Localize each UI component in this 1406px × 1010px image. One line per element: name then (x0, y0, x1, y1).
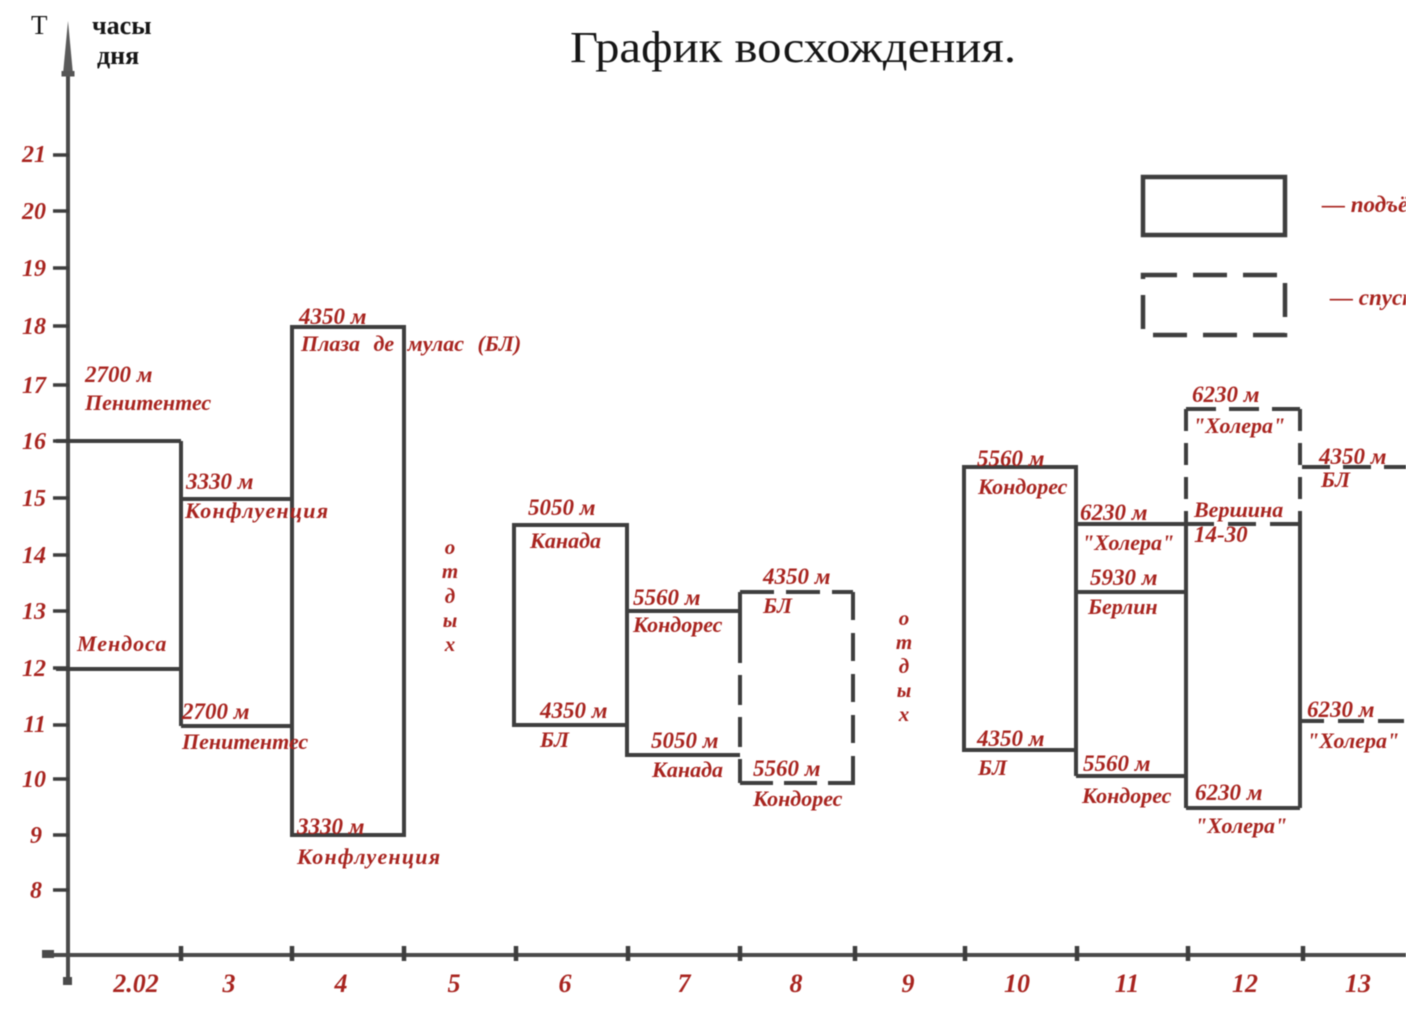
svg-text:18: 18 (22, 314, 46, 340)
svg-text:Пенитентес: Пенитентес (84, 390, 211, 415)
svg-text:13: 13 (1345, 969, 1371, 998)
svg-text:х: х (444, 632, 456, 656)
svg-text:9: 9 (30, 823, 42, 849)
svg-text:21: 21 (21, 142, 46, 168)
svg-text:14-30: 14-30 (1194, 522, 1248, 547)
svg-text:"Холера": "Холера" (1195, 813, 1287, 838)
svg-text:БЛ: БЛ (539, 727, 570, 752)
svg-text:Кондорес: Кондорес (977, 474, 1068, 499)
svg-text:5050 м: 5050 м (528, 495, 596, 520)
svg-text:5560 м: 5560 м (633, 585, 701, 610)
svg-text:5560 м: 5560 м (1083, 751, 1151, 776)
svg-text:о: о (899, 606, 910, 630)
svg-text:6230 м: 6230 м (1307, 697, 1375, 722)
svg-text:4350 м: 4350 м (762, 564, 831, 589)
svg-text:8: 8 (30, 878, 42, 904)
svg-text:3: 3 (222, 969, 236, 998)
svg-text:6: 6 (559, 969, 572, 998)
svg-text:т: т (442, 559, 458, 583)
svg-text:2700 м: 2700 м (84, 362, 153, 387)
svg-text:2.02: 2.02 (112, 969, 159, 998)
svg-text:11: 11 (1115, 969, 1140, 998)
svg-text:4350 м: 4350 м (976, 726, 1045, 751)
svg-text:д: д (899, 654, 909, 678)
svg-text:Кондорес: Кондорес (752, 786, 843, 811)
svg-text:"Холера": "Холера" (1193, 413, 1285, 438)
svg-text:дня: дня (97, 41, 139, 70)
svg-text:11: 11 (23, 712, 46, 738)
svg-text:17: 17 (22, 373, 47, 399)
svg-text:Кондорес: Кондорес (632, 612, 723, 637)
svg-text:6230 м: 6230 м (1195, 780, 1263, 805)
svg-text:8: 8 (790, 969, 803, 998)
svg-text:БЛ: БЛ (977, 755, 1008, 780)
svg-text:График восхождения.: График восхождения. (570, 23, 1016, 72)
svg-text:"Холера": "Холера" (1307, 728, 1399, 753)
svg-text:о: о (445, 535, 456, 559)
svg-text:Вершина: Вершина (1193, 497, 1283, 522)
svg-text:15: 15 (22, 486, 46, 512)
svg-text:6230 м: 6230 м (1080, 500, 1148, 525)
svg-text:13: 13 (22, 599, 46, 625)
svg-text:3330 м: 3330 м (185, 469, 254, 494)
svg-text:12: 12 (22, 656, 46, 682)
svg-text:Плаза де мулас (БЛ): Плаза де мулас (БЛ) (300, 331, 521, 356)
svg-text:14: 14 (22, 543, 46, 569)
svg-text:Конфлуенция: Конфлуенция (296, 844, 441, 869)
svg-text:20: 20 (21, 199, 46, 225)
svg-text:7: 7 (678, 969, 692, 998)
svg-text:ы: ы (897, 678, 912, 702)
svg-text:6230 м: 6230 м (1192, 382, 1260, 407)
svg-text:3330 м: 3330 м (296, 814, 365, 839)
svg-text:Мендоса: Мендоса (76, 631, 167, 656)
svg-text:4: 4 (334, 969, 348, 998)
svg-text:5050 м: 5050 м (651, 728, 719, 753)
svg-text:10: 10 (22, 767, 46, 793)
svg-text:Канада: Канада (651, 757, 723, 782)
svg-text:Пенитентес: Пенитентес (181, 729, 308, 754)
svg-text:4350 м: 4350 м (539, 698, 608, 723)
svg-text:д: д (445, 584, 455, 608)
svg-text:БЛ: БЛ (1320, 467, 1351, 492)
svg-text:5930 м: 5930 м (1090, 565, 1158, 590)
svg-text:Кондорес: Кондорес (1081, 783, 1172, 808)
svg-text:10: 10 (1004, 969, 1030, 998)
svg-text:Конфлуенция: Конфлуенция (184, 498, 329, 523)
svg-text:часы: часы (92, 11, 152, 40)
svg-text:2700 м: 2700 м (181, 699, 250, 724)
svg-text:— спуск: — спуск (1329, 285, 1406, 310)
svg-text:4350 м: 4350 м (1318, 444, 1387, 469)
svg-text:— подъём: — подъём (1321, 192, 1406, 217)
svg-text:Берлин: Берлин (1087, 594, 1158, 619)
svg-text:БЛ: БЛ (762, 593, 793, 618)
svg-text:ы: ы (443, 608, 458, 632)
svg-text:5: 5 (448, 969, 461, 998)
svg-text:5560 м: 5560 м (753, 756, 821, 781)
svg-text:16: 16 (22, 429, 46, 455)
svg-text:9: 9 (902, 969, 915, 998)
svg-text:т: т (896, 630, 912, 654)
svg-text:"Холера": "Холера" (1082, 530, 1174, 555)
svg-text:Канада: Канада (529, 528, 601, 553)
svg-text:19: 19 (22, 256, 46, 282)
svg-text:5560 м: 5560 м (977, 446, 1045, 471)
svg-text:х: х (898, 702, 910, 726)
svg-text:Т: Т (31, 10, 48, 40)
svg-text:4350 м: 4350 м (298, 304, 367, 329)
svg-text:12: 12 (1232, 969, 1258, 998)
